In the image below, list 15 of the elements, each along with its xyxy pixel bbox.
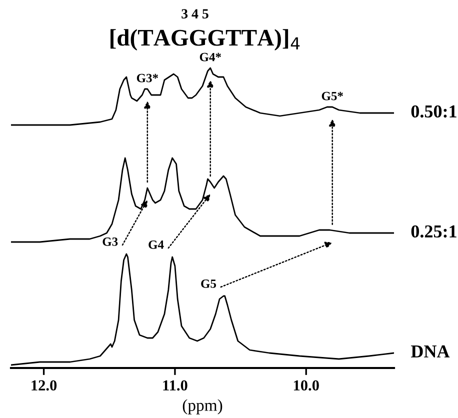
annotation: G5 <box>201 280 216 288</box>
x-tick-label: 12.0 <box>32 380 57 391</box>
annotation: G4 <box>148 240 164 249</box>
annotation: G3 <box>102 238 118 246</box>
x-axis-title: (ppm) <box>182 399 222 414</box>
series-label: 0.25:1 <box>411 225 456 238</box>
x-tick-label: 10.0 <box>294 380 319 391</box>
annotation: G5* <box>322 92 343 100</box>
annotation: G4* <box>200 52 221 62</box>
chart-title: [d(TAGGGTTA)]$_{4}$ <box>110 29 300 51</box>
annotation: G3* <box>136 74 158 82</box>
series-label: 0.50:1 <box>411 105 456 118</box>
chart-subtitle: 3 4 5 <box>182 9 208 18</box>
series-label: DNA <box>410 345 450 358</box>
x-tick-label: 11.0 <box>163 380 188 391</box>
